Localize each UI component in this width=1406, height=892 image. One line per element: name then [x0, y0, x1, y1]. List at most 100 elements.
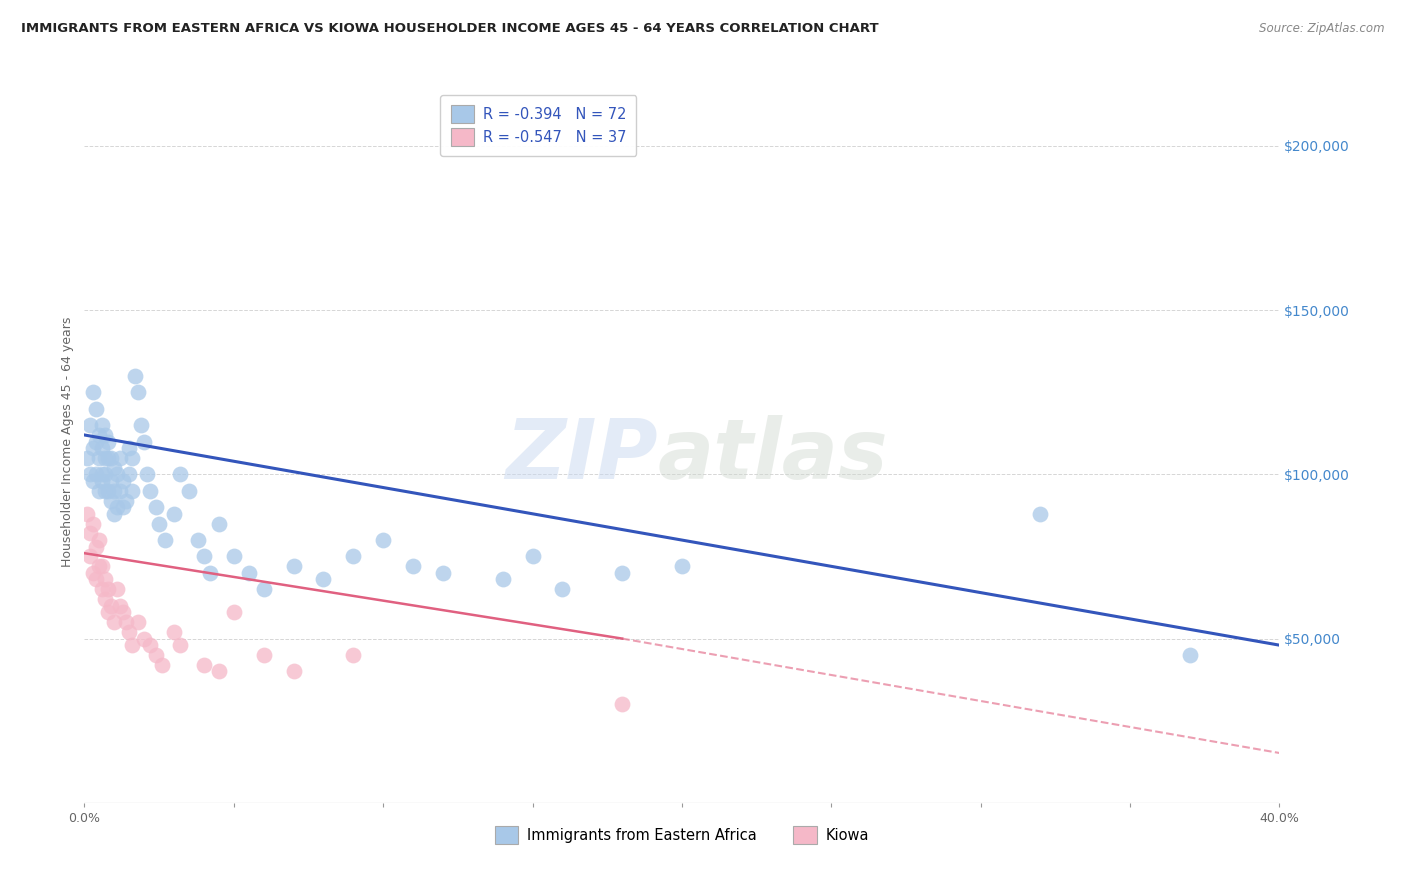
- Point: [342, 549, 364, 564]
- Point: [612, 566, 634, 580]
- Point: [373, 533, 395, 547]
- Point: [91, 474, 114, 488]
- Y-axis label: Householder Income Ages 45 - 64 years: Householder Income Ages 45 - 64 years: [60, 317, 75, 566]
- Point: [94, 467, 117, 482]
- Point: [283, 665, 305, 679]
- Point: [432, 566, 454, 580]
- Point: [222, 605, 245, 619]
- Point: [129, 418, 152, 433]
- Text: ZIP: ZIP: [505, 416, 658, 497]
- Point: [222, 549, 245, 564]
- Point: [169, 638, 191, 652]
- Point: [112, 605, 135, 619]
- Point: [91, 559, 114, 574]
- Point: [551, 582, 574, 597]
- Point: [312, 573, 335, 587]
- Point: [118, 625, 141, 640]
- Point: [86, 467, 108, 482]
- Point: [100, 599, 122, 613]
- Point: [82, 385, 104, 400]
- Point: [145, 500, 167, 515]
- Point: [103, 460, 125, 475]
- Point: [97, 582, 120, 597]
- Point: [110, 450, 132, 465]
- Point: [163, 507, 186, 521]
- Point: [115, 615, 138, 630]
- Point: [127, 615, 149, 630]
- Point: [169, 467, 191, 482]
- Point: [522, 549, 544, 564]
- Point: [198, 566, 221, 580]
- Point: [89, 450, 111, 465]
- Point: [187, 533, 209, 547]
- Point: [103, 507, 125, 521]
- Point: [1029, 507, 1052, 521]
- Point: [105, 500, 128, 515]
- Point: [86, 434, 108, 449]
- Point: [283, 559, 305, 574]
- Point: [121, 450, 143, 465]
- Point: [132, 632, 156, 646]
- Point: [139, 483, 162, 498]
- Point: [103, 615, 125, 630]
- Point: [97, 434, 120, 449]
- Point: [91, 582, 114, 597]
- Point: [79, 549, 101, 564]
- Point: [402, 559, 425, 574]
- Point: [89, 428, 111, 442]
- Point: [671, 559, 693, 574]
- Point: [76, 450, 98, 465]
- Point: [97, 450, 120, 465]
- Point: [492, 573, 515, 587]
- Point: [342, 648, 364, 662]
- Point: [118, 467, 141, 482]
- Point: [193, 549, 215, 564]
- Point: [253, 648, 276, 662]
- Point: [112, 500, 135, 515]
- Text: atlas: atlas: [658, 416, 889, 497]
- Point: [79, 418, 101, 433]
- Point: [124, 368, 146, 383]
- Point: [193, 657, 215, 672]
- Point: [208, 665, 231, 679]
- Point: [82, 474, 104, 488]
- Point: [121, 638, 143, 652]
- Point: [82, 441, 104, 455]
- Point: [91, 467, 114, 482]
- Point: [1178, 648, 1201, 662]
- Point: [139, 638, 162, 652]
- Point: [110, 599, 132, 613]
- Point: [94, 428, 117, 442]
- Legend: Immigrants from Eastern Africa, Kiowa: Immigrants from Eastern Africa, Kiowa: [489, 821, 875, 850]
- Point: [253, 582, 276, 597]
- Point: [86, 540, 108, 554]
- Point: [94, 592, 117, 607]
- Point: [103, 483, 125, 498]
- Point: [91, 441, 114, 455]
- Point: [238, 566, 260, 580]
- Point: [145, 648, 167, 662]
- Point: [112, 474, 135, 488]
- Point: [91, 418, 114, 433]
- Point: [118, 441, 141, 455]
- Point: [132, 434, 156, 449]
- Point: [82, 566, 104, 580]
- Point: [76, 507, 98, 521]
- Point: [97, 483, 120, 498]
- Point: [105, 582, 128, 597]
- Point: [612, 698, 634, 712]
- Point: [94, 573, 117, 587]
- Point: [110, 483, 132, 498]
- Point: [94, 450, 117, 465]
- Point: [153, 533, 176, 547]
- Point: [148, 516, 170, 531]
- Point: [79, 467, 101, 482]
- Point: [97, 605, 120, 619]
- Point: [82, 516, 104, 531]
- Point: [86, 401, 108, 416]
- Point: [105, 467, 128, 482]
- Point: [100, 493, 122, 508]
- Point: [150, 657, 173, 672]
- Point: [79, 526, 101, 541]
- Point: [89, 483, 111, 498]
